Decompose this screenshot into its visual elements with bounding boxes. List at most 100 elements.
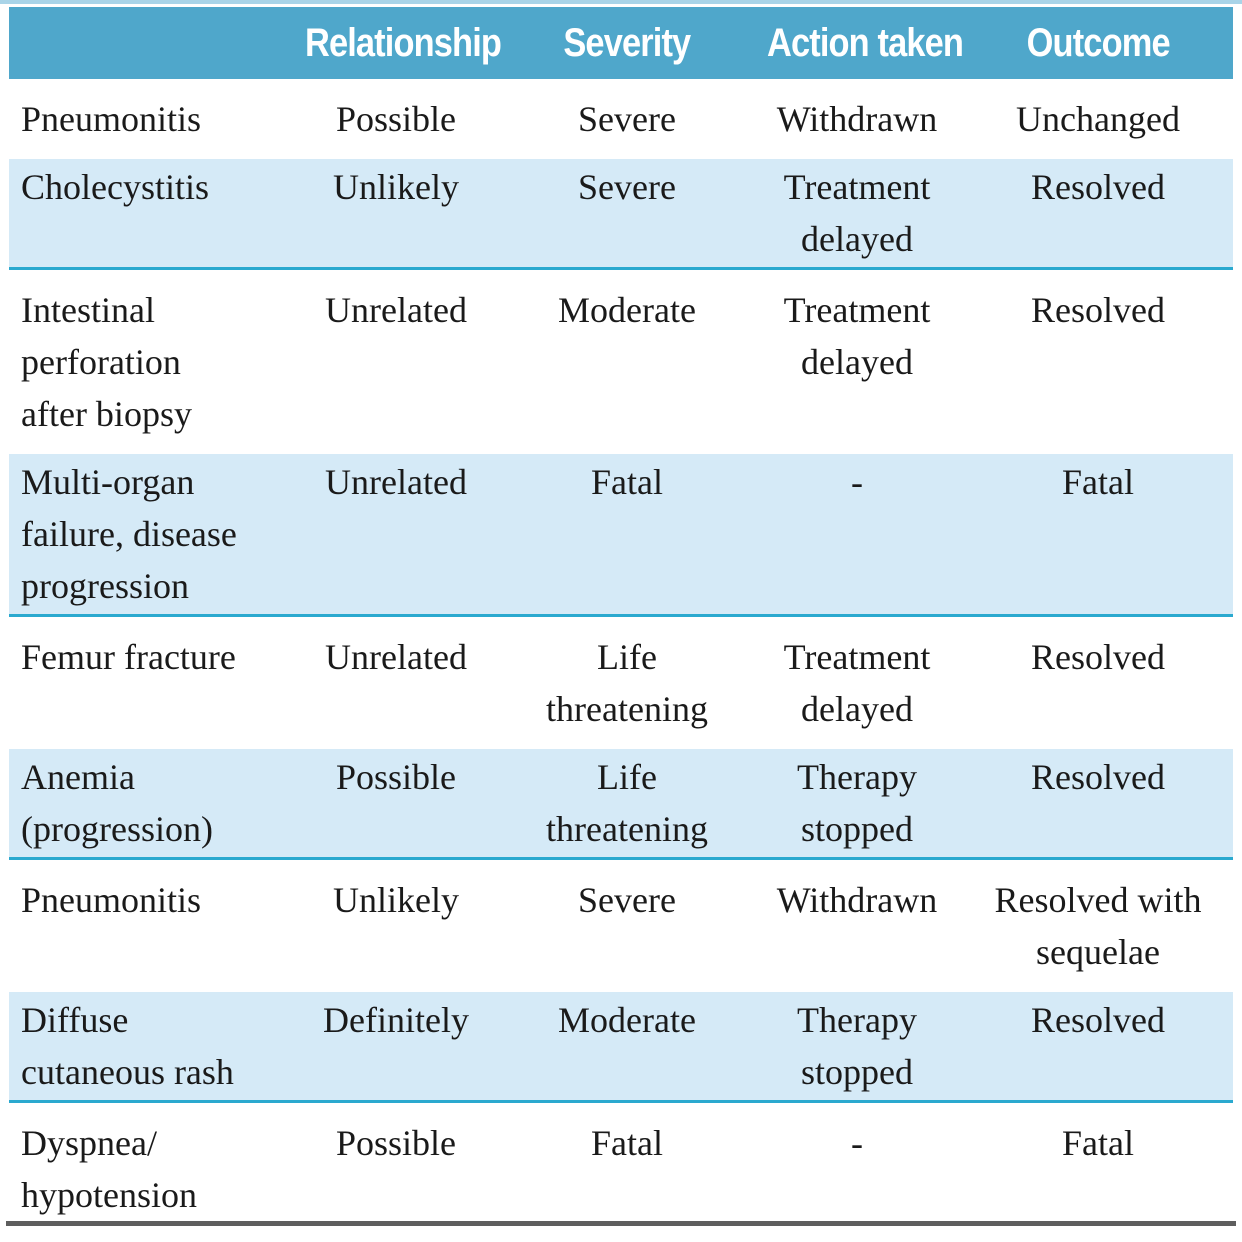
table-container: Relationship Severity Action taken Outco… [9,7,1233,1235]
table-row: Diffuse cutaneous rash Definitely Modera… [9,992,1233,1103]
relationship-text: Unlikely [333,880,459,920]
cell-outcome: Fatal [963,454,1233,617]
event-text: Anemia (progression) [21,757,213,849]
column-header-relationship: Relationship [289,7,503,79]
cell-relationship: Unrelated [289,454,503,617]
cell-severity: Moderate [503,992,751,1103]
cell-severity: Life threatening [503,616,751,750]
cell-severity: Severe [503,159,751,270]
cell-event: Femur fracture [9,616,289,750]
table-row: Dyspnea/ hypotension Possible Fatal - Fa… [9,1102,1233,1236]
cell-relationship: Possible [289,1102,503,1236]
severity-text: Fatal [591,1123,663,1163]
cell-event: Cholecystitis [9,159,289,270]
outcome-text: Resolved [1031,1000,1165,1040]
action-text: - [851,1123,863,1163]
cell-event: Anemia (progression) [9,749,289,860]
cell-action-taken: Treatment delayed [751,159,963,270]
table-row: Intestinal perforation after biopsy Unre… [9,269,1233,455]
cell-outcome: Resolved [963,616,1233,750]
cell-event: Pneumonitis [9,79,289,159]
table-row: Multi-organ failure, disease progression… [9,454,1233,617]
relationship-text: Unlikely [333,167,459,207]
event-text: Multi-organ failure, disease progression [21,462,237,606]
cell-severity: Moderate [503,269,751,455]
event-text: Pneumonitis [21,880,202,920]
action-text: Treatment delayed [783,167,931,259]
relationship-text: Unrelated [325,462,467,502]
severity-text: Severe [578,99,676,139]
action-text: Treatment delayed [783,637,931,729]
outcome-text: Resolved [1031,757,1165,797]
column-header-severity: Severity [503,7,751,79]
cell-outcome: Resolved [963,269,1233,455]
table-row: Pneumonitis Unlikely Severe Withdrawn Re… [9,859,1233,993]
relationship-text: Possible [335,1123,457,1163]
event-text: Pneumonitis [21,99,202,139]
event-text: Dyspnea/ hypotension [21,1123,197,1215]
cell-outcome: Resolved [963,992,1233,1103]
relationship-text: Definitely [323,1000,469,1040]
cell-severity: Fatal [503,454,751,617]
column-header-outcome: Outcome [963,7,1233,79]
outcome-text: Fatal [1062,1123,1134,1163]
cell-action-taken: Treatment delayed [751,269,963,455]
cell-event: Intestinal perforation after biopsy [9,269,289,455]
table-row: Pneumonitis Possible Severe Withdrawn Un… [9,79,1233,159]
cell-event: Dyspnea/ hypotension [9,1102,289,1236]
cell-event: Pneumonitis [9,859,289,993]
cell-outcome: Unchanged [963,79,1233,159]
event-text: Diffuse cutaneous rash [21,1000,234,1092]
action-text: - [851,462,863,502]
severity-text: Severe [578,167,676,207]
outcome-text: Resolved with sequelae [994,880,1202,972]
cell-action-taken: Withdrawn [751,859,963,993]
cell-event: Multi-organ failure, disease progression [9,454,289,617]
cell-event: Diffuse cutaneous rash [9,992,289,1103]
cell-relationship: Definitely [289,992,503,1103]
cell-action-taken: Withdrawn [751,79,963,159]
cell-relationship: Possible [289,79,503,159]
cell-action-taken: - [751,454,963,617]
action-text: Withdrawn [776,880,938,920]
cell-outcome: Resolved [963,749,1233,860]
action-text: Withdrawn [776,99,938,139]
column-header-action-taken: Action taken [751,7,964,79]
cell-severity: Severe [503,79,751,159]
cell-severity: Life threatening [503,749,751,860]
table-top-border [0,0,1242,4]
outcome-text: Resolved [1031,167,1165,207]
event-text: Cholecystitis [21,167,209,207]
event-text: Intestinal perforation after biopsy [21,290,192,434]
outcome-text: Resolved [1031,290,1165,330]
cell-relationship: Unrelated [289,616,503,750]
header-row: Relationship Severity Action taken Outco… [9,7,1233,79]
cell-action-taken: Therapy stopped [751,749,963,860]
severity-text: Fatal [591,462,663,502]
relationship-text: Possible [335,757,457,797]
severity-text: Life threatening [546,757,708,849]
relationship-text: Unrelated [325,290,467,330]
table-row: Anemia (progression) Possible Life threa… [9,749,1233,860]
cell-outcome: Fatal [963,1102,1233,1236]
column-header-outcome-label: Outcome [1026,20,1170,65]
column-header-severity-label: Severity [563,20,691,65]
severity-text: Moderate [558,290,696,330]
table-row: Cholecystitis Unlikely Severe Treatment … [9,159,1233,270]
action-text: Therapy stopped [797,1000,917,1092]
severity-text: Life threatening [546,637,708,729]
cell-relationship: Unlikely [289,859,503,993]
cell-action-taken: Therapy stopped [751,992,963,1103]
severity-text: Moderate [558,1000,696,1040]
outcome-text: Resolved [1031,637,1165,677]
cell-severity: Severe [503,859,751,993]
cell-severity: Fatal [503,1102,751,1236]
table-row: Femur fracture Unrelated Life threatenin… [9,616,1233,750]
cell-relationship: Unlikely [289,159,503,270]
table-bottom-rule [6,1221,1236,1226]
event-text: Femur fracture [21,637,236,677]
cell-action-taken: Treatment delayed [751,616,963,750]
severity-text: Severe [578,880,676,920]
cell-outcome: Resolved [963,159,1233,270]
outcome-text: Unchanged [1016,99,1180,139]
